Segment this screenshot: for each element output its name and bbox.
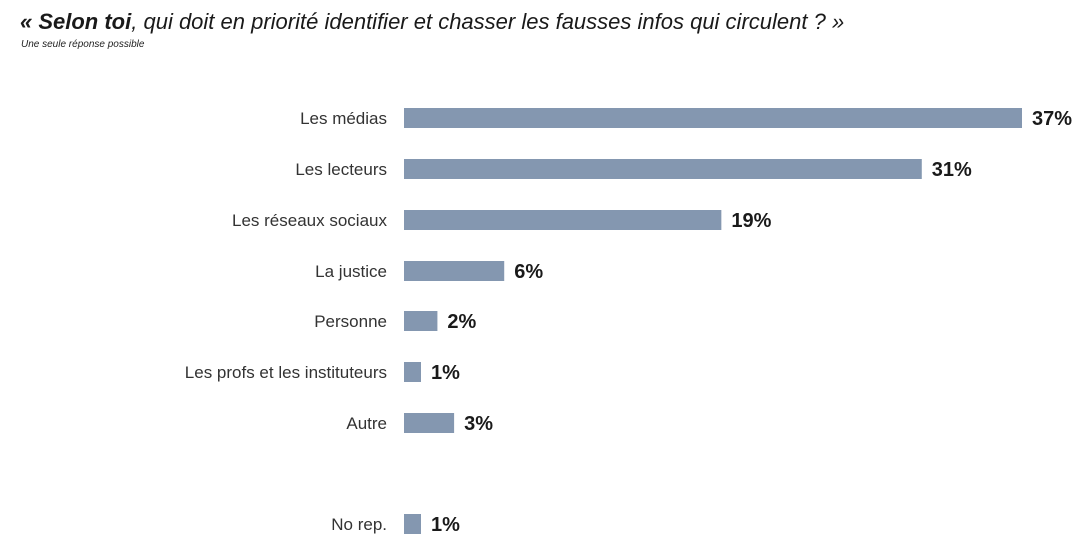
category-label: Les lecteurs	[295, 160, 387, 179]
category-label: Autre	[346, 414, 387, 433]
category-label: Personne	[314, 312, 387, 331]
bar	[404, 210, 722, 230]
data-label: 37%	[1032, 108, 1072, 130]
data-label: 1%	[431, 362, 460, 384]
category-label: La justice	[315, 262, 387, 281]
chart-title-strong: « Selon toi	[20, 9, 132, 34]
category-label: No rep.	[331, 515, 387, 534]
category-label: Les médias	[300, 109, 387, 128]
data-label: 2%	[447, 311, 476, 333]
category-label: Les réseaux sociaux	[232, 211, 387, 230]
data-label: 1%	[431, 514, 460, 536]
chart-subtitle: Une seule réponse possible	[21, 39, 145, 50]
data-label: 3%	[464, 413, 493, 435]
chart-title-rest: , qui doit en priorité identifier et cha…	[131, 9, 845, 34]
bar	[404, 514, 421, 534]
bar	[404, 413, 455, 433]
data-label: 6%	[514, 261, 543, 283]
chart-title: « Selon toi, qui doit en priorité identi…	[20, 9, 844, 35]
data-label: 19%	[731, 210, 771, 232]
bar	[404, 362, 421, 382]
bar	[404, 311, 438, 331]
data-label: 31%	[932, 159, 972, 181]
category-label: Les profs et les instituteurs	[185, 363, 387, 382]
bar	[404, 261, 505, 281]
bar	[404, 108, 1022, 128]
bar	[404, 159, 922, 179]
